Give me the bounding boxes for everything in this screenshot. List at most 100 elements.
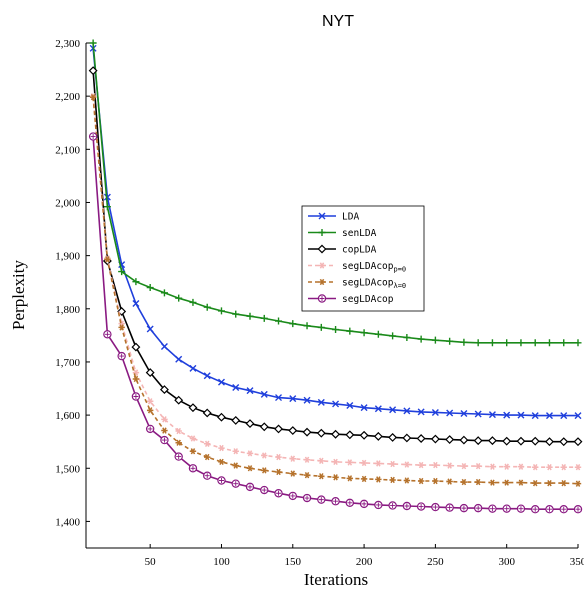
data-point	[531, 504, 540, 514]
series-0	[89, 44, 582, 420]
data-point	[202, 408, 212, 418]
data-point	[232, 383, 240, 391]
data-point	[488, 411, 496, 419]
data-point	[545, 339, 553, 347]
data-point	[318, 473, 325, 480]
legend-marker	[317, 244, 327, 254]
data-point	[303, 396, 311, 404]
data-point	[274, 424, 283, 434]
legend-marker	[318, 262, 326, 269]
data-point	[574, 464, 582, 471]
data-point	[573, 504, 583, 514]
data-point	[274, 489, 283, 498]
data-point	[389, 406, 397, 414]
data-point	[360, 329, 368, 337]
data-point	[416, 434, 426, 443]
data-point	[516, 504, 526, 513]
data-point	[403, 333, 411, 341]
data-point	[189, 364, 197, 372]
data-point	[488, 339, 496, 347]
data-point	[474, 339, 482, 347]
data-point	[303, 472, 311, 479]
data-point	[546, 464, 553, 471]
data-point	[160, 289, 168, 297]
data-point	[161, 427, 168, 434]
data-point	[531, 412, 539, 420]
data-point	[188, 464, 198, 473]
y-tick-label: 1,600	[55, 410, 80, 422]
legend: LDAsenLDAcopLDAsegLDAcopp=0segLDAcopλ=0s…	[301, 205, 425, 312]
data-point	[218, 444, 225, 452]
data-point	[289, 455, 296, 462]
data-point	[288, 426, 298, 435]
data-point	[146, 407, 154, 414]
data-point	[488, 504, 497, 513]
x-tick-label: 150	[285, 556, 302, 568]
data-point	[374, 405, 382, 413]
data-point	[374, 500, 383, 510]
data-point	[503, 411, 511, 419]
data-point	[231, 415, 241, 425]
y-tick-label: 2,000	[55, 197, 80, 209]
data-point	[145, 424, 155, 434]
data-point	[503, 479, 510, 486]
data-point	[159, 385, 169, 395]
data-point	[232, 462, 239, 469]
legend-label-subscript: p=0	[393, 266, 406, 274]
data-point	[175, 427, 182, 435]
data-point	[431, 502, 440, 512]
data-point	[289, 470, 296, 477]
legend-box	[301, 205, 425, 312]
data-point	[503, 339, 511, 347]
legend-marker	[317, 294, 327, 303]
data-point	[574, 412, 582, 420]
data-point	[574, 480, 582, 487]
data-point	[416, 502, 426, 511]
data-point	[203, 303, 211, 311]
data-point	[203, 372, 211, 380]
x-tick-label: 300	[498, 556, 515, 568]
data-point	[360, 475, 368, 483]
data-point	[559, 437, 569, 447]
data-point	[474, 478, 482, 486]
data-point	[460, 338, 468, 346]
legend-label: senLDA	[342, 228, 377, 239]
data-point	[275, 468, 282, 476]
data-point	[502, 504, 511, 513]
series-4	[89, 94, 582, 487]
data-point	[118, 324, 125, 331]
data-point	[132, 278, 140, 286]
data-point	[517, 463, 525, 470]
data-point	[446, 409, 454, 417]
data-point	[502, 436, 512, 446]
y-tick-label: 2,200	[55, 91, 80, 103]
data-point	[103, 203, 111, 211]
data-point	[174, 452, 183, 461]
data-point	[261, 467, 268, 474]
data-point	[259, 422, 269, 432]
legend-item: segLDAcopp=0	[308, 261, 406, 274]
data-point	[260, 314, 268, 322]
data-point	[204, 440, 211, 447]
data-point	[146, 398, 154, 405]
data-point	[160, 435, 169, 445]
data-point	[175, 439, 182, 446]
legend-label-subscript: λ=0	[393, 282, 406, 290]
data-point	[388, 432, 398, 442]
data-point	[145, 368, 155, 378]
legend-item: copLDA	[308, 245, 377, 256]
data-point	[218, 458, 225, 466]
data-point	[530, 436, 540, 446]
data-point	[260, 485, 269, 495]
data-point	[574, 339, 582, 347]
series-line	[92, 136, 578, 510]
data-point	[346, 475, 354, 482]
data-point	[459, 435, 469, 445]
data-point	[403, 477, 411, 484]
data-point	[532, 464, 539, 471]
data-point	[446, 337, 454, 345]
data-point	[402, 433, 412, 443]
data-point	[389, 332, 397, 340]
data-point	[189, 298, 197, 306]
data-point	[403, 407, 411, 415]
